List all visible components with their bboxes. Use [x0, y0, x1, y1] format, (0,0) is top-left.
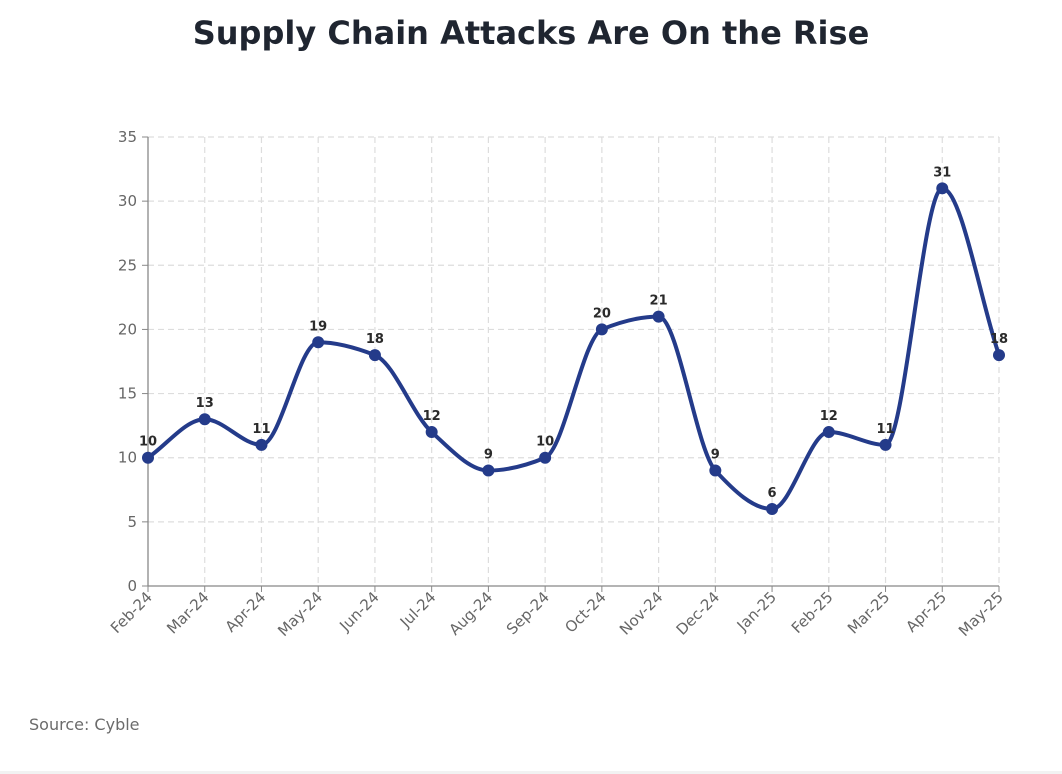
- data-point: [822, 426, 835, 439]
- data-label: 13: [196, 396, 214, 411]
- x-tick-label: May-24: [274, 588, 326, 640]
- x-tick-label: Mar-24: [163, 588, 212, 637]
- x-tick-label: Jan-25: [733, 588, 780, 635]
- data-label: 31: [933, 165, 951, 180]
- y-tick-label: 0: [127, 577, 137, 595]
- data-labels: 10 13 11 19 18 12 9 10 20 21 9 6 12 11 31 18: [139, 165, 1008, 501]
- data-point: [255, 438, 268, 451]
- data-point: [652, 310, 665, 323]
- x-axis-ticks: Feb-24 Mar-24 Apr-24 May-24 Jun-24 Jul-24 Aug-…: [107, 586, 1007, 640]
- x-tick-label: Feb-24: [107, 588, 156, 637]
- y-tick-label: 5: [127, 513, 137, 531]
- data-label: 12: [820, 409, 838, 424]
- data-label: 10: [536, 435, 554, 450]
- y-tick-label: 30: [118, 192, 137, 210]
- data-label: 10: [139, 435, 157, 450]
- data-label: 9: [484, 448, 493, 463]
- data-label: 6: [768, 486, 777, 501]
- data-point: [879, 438, 892, 451]
- data-point: [595, 323, 608, 336]
- y-tick-label: 10: [118, 449, 137, 467]
- data-point: [425, 426, 438, 439]
- y-tick-label: 25: [118, 256, 137, 274]
- chart-title: Supply Chain Attacks Are On the Rise: [192, 14, 870, 52]
- bottom-divider: [0, 771, 1062, 774]
- data-label: 12: [423, 409, 441, 424]
- data-point: [936, 182, 949, 195]
- data-label: 21: [650, 294, 668, 309]
- axes: [147, 137, 999, 587]
- y-axis-ticks: 0 5 10 15 20 25 30 35: [118, 128, 148, 595]
- grid-lines: [148, 136, 1000, 586]
- data-point: [709, 464, 722, 477]
- data-point: [993, 349, 1005, 362]
- data-label: 11: [252, 422, 270, 437]
- x-tick-label: Nov-24: [616, 588, 666, 638]
- data-point: [766, 503, 779, 516]
- data-point: [312, 336, 325, 349]
- data-point: [142, 451, 154, 464]
- x-tick-label: Apr-25: [902, 588, 950, 636]
- x-tick-label: Jul-24: [396, 588, 440, 632]
- data-label: 19: [309, 319, 327, 334]
- data-points: [142, 182, 1005, 516]
- y-tick-label: 15: [118, 385, 137, 403]
- data-point: [368, 349, 381, 362]
- data-label: 18: [990, 332, 1008, 347]
- series-line: [146, 186, 1001, 512]
- data-point: [482, 464, 495, 477]
- y-tick-label: 20: [118, 320, 137, 338]
- data-point: [539, 451, 552, 464]
- y-tick-label: 35: [118, 128, 137, 146]
- x-tick-label: Mar-25: [844, 588, 893, 637]
- x-tick-label: Aug-24: [445, 588, 496, 639]
- data-point: [198, 413, 211, 426]
- x-tick-label: Oct-24: [561, 588, 609, 636]
- x-tick-label: Feb-25: [788, 588, 837, 637]
- x-tick-label: Apr-24: [222, 588, 270, 636]
- data-label: 20: [593, 306, 611, 321]
- data-label: 9: [711, 448, 720, 463]
- x-tick-label: Dec-24: [673, 588, 724, 639]
- data-label: 18: [366, 332, 384, 347]
- data-label: 11: [876, 422, 894, 437]
- source-note: Source: Cyble: [29, 715, 140, 734]
- x-tick-label: Jun-24: [335, 588, 382, 635]
- x-tick-label: Sep-24: [503, 588, 553, 638]
- x-tick-label: May-25: [955, 588, 1007, 640]
